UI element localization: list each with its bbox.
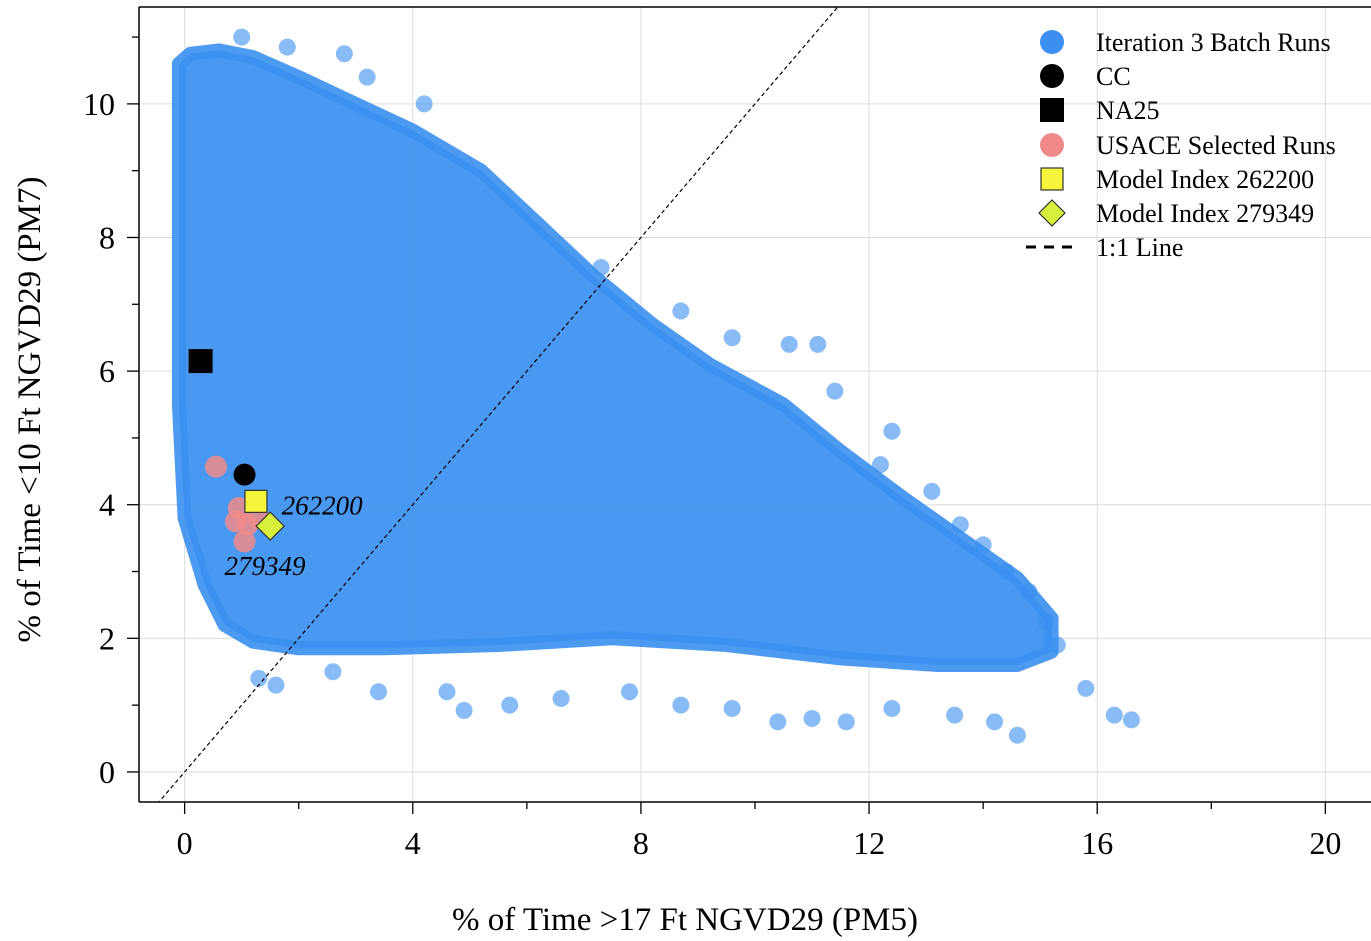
batch-run-point — [672, 696, 690, 714]
batch-run-point — [1077, 679, 1095, 697]
batch-run-point — [837, 713, 855, 731]
batch-run-point — [883, 699, 901, 717]
x-tick-label: 12 — [853, 825, 885, 861]
y-tick-label: 0 — [99, 754, 115, 790]
y-tick-label: 2 — [99, 620, 115, 656]
legend-label: Model Index 262200 — [1096, 165, 1314, 194]
data-points — [158, 7, 1140, 802]
annotation-label: 262200 — [282, 491, 364, 521]
batch-run-point — [592, 259, 610, 277]
batch-run-point — [997, 563, 1015, 581]
model-262200-point — [244, 489, 268, 513]
model-279349-point — [255, 511, 286, 541]
batch-run-point — [1122, 711, 1140, 729]
batch-run-point — [723, 329, 741, 347]
x-tick-label: 4 — [405, 825, 421, 861]
legend-label: Model Index 279349 — [1096, 199, 1314, 228]
batch-runs-cloud — [171, 43, 1059, 672]
batch-run-point — [335, 45, 353, 63]
batch-run-point — [1105, 706, 1123, 724]
x-tick-label: 16 — [1081, 825, 1113, 861]
batch-run-point — [370, 683, 388, 701]
x-axis-title: % of Time >17 Ft NGVD29 (PM5) — [452, 902, 918, 938]
usace-point — [233, 530, 256, 553]
legend-label: 1:1 Line — [1096, 233, 1183, 262]
batch-run-point — [552, 689, 570, 707]
batch-run-point — [723, 699, 741, 717]
batch-run-point — [267, 676, 285, 694]
legend-marker-batch — [1040, 30, 1064, 54]
one-to-one-line — [158, 7, 839, 802]
legend-label: CC — [1096, 62, 1131, 91]
batch-run-point — [1008, 726, 1026, 744]
batch-run-point — [672, 302, 690, 320]
batch-run-point — [826, 382, 844, 400]
y-tick-label: 6 — [99, 353, 115, 389]
annotations: 262200 279349 — [225, 491, 364, 581]
y-tick-label: 8 — [99, 219, 115, 255]
y-axis-title: % of Time <10 Ft NGVD29 (PM7) — [12, 177, 48, 643]
x-tick-label: 20 — [1309, 825, 1341, 861]
y-tick-label: 10 — [83, 86, 115, 122]
legend-marker-cc — [1040, 64, 1064, 88]
usace-point — [224, 510, 247, 533]
x-tick-label: 8 — [633, 825, 649, 861]
batch-run-point — [871, 456, 889, 474]
cc-point — [233, 463, 256, 486]
batch-run-point — [324, 663, 342, 681]
batch-run-point — [1037, 613, 1055, 631]
batch-run-point — [986, 713, 1004, 731]
y-tick-label: 4 — [99, 487, 115, 523]
batch-run-point — [358, 68, 376, 86]
batch-run-point — [233, 28, 251, 46]
annotation-label: 279349 — [225, 551, 306, 581]
batch-run-point — [278, 38, 296, 56]
legend-marker-279349 — [1038, 199, 1066, 227]
batch-run-point — [1048, 636, 1066, 654]
legend-label: Iteration 3 Batch Runs — [1096, 28, 1331, 57]
legend: Iteration 3 Batch Runs CC NA25 USACE Select… — [1026, 28, 1336, 262]
batch-run-point — [923, 482, 941, 500]
batch-run-point — [803, 709, 821, 727]
legend-marker-na25 — [1040, 98, 1064, 122]
batch-run-point — [621, 683, 639, 701]
batch-run-point — [455, 701, 473, 719]
batch-run-point — [809, 335, 827, 353]
batch-run-point — [250, 669, 268, 687]
legend-label: USACE Selected Runs — [1096, 131, 1336, 160]
batch-run-point — [951, 516, 969, 534]
legend-marker-usace — [1040, 133, 1064, 157]
batch-run-point — [1020, 583, 1038, 601]
batch-run-point — [501, 696, 519, 714]
legend-label: NA25 — [1096, 96, 1160, 125]
na25-point — [188, 349, 213, 374]
batch-run-point — [415, 95, 433, 113]
batch-run-point — [438, 683, 456, 701]
usace-point — [205, 455, 227, 478]
axes: 0 4 8 12 16 20 0 2 4 6 8 10 — [83, 6, 1371, 861]
batch-run-point — [974, 536, 992, 554]
batch-run-point — [883, 422, 901, 440]
batch-run-point — [780, 335, 798, 353]
x-tick-label: 0 — [177, 825, 193, 861]
batch-run-point — [946, 706, 964, 724]
batch-run-point — [769, 713, 787, 731]
legend-marker-262200 — [1040, 167, 1064, 191]
